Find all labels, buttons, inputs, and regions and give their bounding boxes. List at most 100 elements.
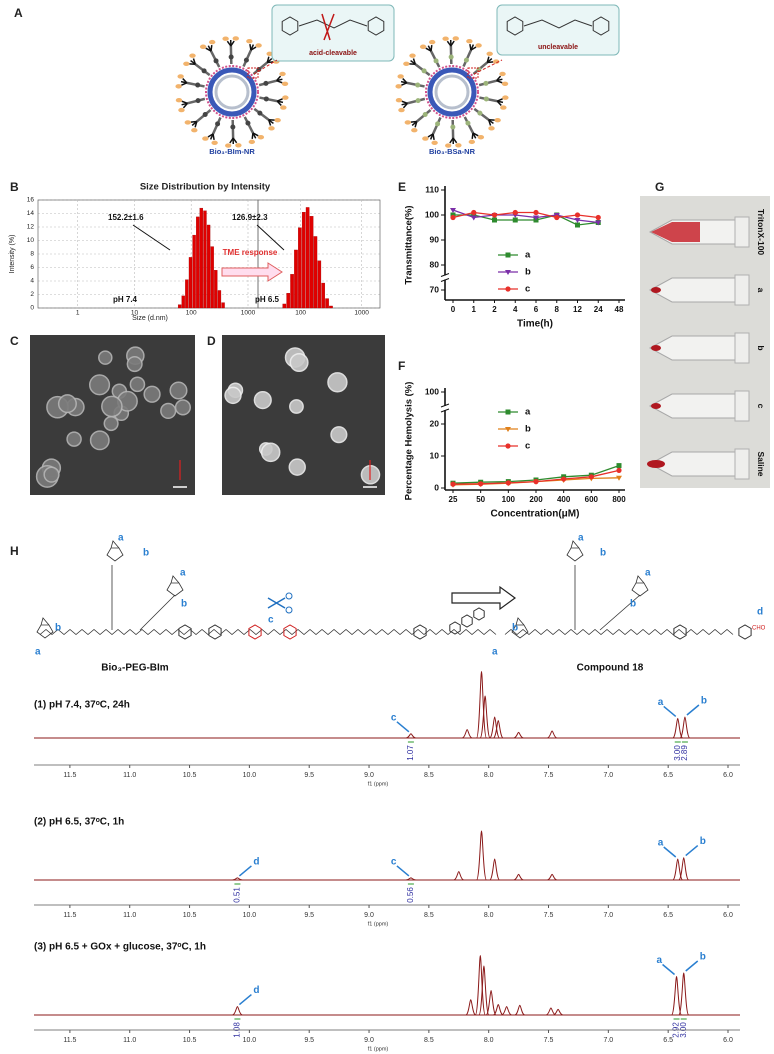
histogram-bar xyxy=(301,211,306,309)
y-tick-label: 8 xyxy=(30,251,34,258)
x-tick-label: 11.5 xyxy=(63,912,76,919)
x-tick-label: 6.5 xyxy=(663,772,673,779)
series-line xyxy=(453,214,599,226)
legend-label: b xyxy=(525,267,531,278)
histogram-bar xyxy=(309,216,314,309)
biotin xyxy=(246,39,253,44)
x-tick-label: 8.0 xyxy=(484,772,494,779)
biotin xyxy=(395,84,402,89)
core xyxy=(214,74,250,110)
x-tick-label: 100 xyxy=(186,310,197,317)
y-tick-label: 10 xyxy=(430,450,440,460)
biotin xyxy=(274,118,281,123)
cap xyxy=(734,216,750,248)
site-label: b xyxy=(143,548,149,559)
biotin xyxy=(178,107,185,113)
marker xyxy=(588,474,594,480)
x-tick-label: 25 xyxy=(449,495,458,504)
biotin xyxy=(475,43,482,48)
x-tick-label: 7.0 xyxy=(603,912,613,919)
ring xyxy=(449,621,461,635)
x-tick-label: 6.0 xyxy=(723,1037,733,1044)
x-tick-label: 8.5 xyxy=(424,912,434,919)
tem-particle xyxy=(126,355,143,373)
panel-label: C xyxy=(10,334,19,348)
linker xyxy=(421,68,427,74)
biotin xyxy=(398,107,405,113)
linker xyxy=(433,58,439,64)
biotin xyxy=(225,143,232,148)
nmr-peak xyxy=(546,730,558,739)
pointer xyxy=(256,224,285,251)
x-tick-label: 8.0 xyxy=(484,912,494,919)
nanoparticle xyxy=(395,4,620,148)
biotin xyxy=(257,135,265,140)
vial-label: TritonX-100 xyxy=(756,209,766,256)
biotin-ring xyxy=(106,540,124,562)
histogram-bar xyxy=(210,246,214,309)
x-tick-label: 9.5 xyxy=(304,772,314,779)
branch xyxy=(470,46,477,51)
linker xyxy=(477,110,483,116)
branch xyxy=(181,100,188,105)
tem-particle xyxy=(289,352,309,373)
site-label: b xyxy=(600,548,606,559)
panel-label: G xyxy=(655,180,664,194)
annotation-arrow xyxy=(396,865,410,877)
scissors xyxy=(321,13,335,41)
site-label: b xyxy=(181,599,187,610)
x-tick-label: 100 xyxy=(295,310,306,317)
series-line xyxy=(452,211,599,219)
biotin-ring xyxy=(36,617,54,639)
biotin xyxy=(280,105,287,110)
ring xyxy=(178,624,192,640)
tem-particle xyxy=(289,399,304,414)
nmr-peak xyxy=(485,989,497,1016)
x-tick-label: 10.5 xyxy=(183,772,197,779)
histogram-bar xyxy=(203,210,207,309)
ring xyxy=(283,624,297,640)
nmr-peak xyxy=(678,857,690,881)
axis-break xyxy=(440,278,450,282)
marker xyxy=(616,463,622,469)
panel-label: H xyxy=(10,544,19,558)
branch xyxy=(487,119,492,126)
marker xyxy=(533,479,539,485)
marker xyxy=(512,217,518,223)
axis-break-gap xyxy=(441,406,449,410)
biotin xyxy=(486,51,493,56)
scissors-handle xyxy=(285,592,293,600)
biotin xyxy=(268,126,275,131)
biotin xyxy=(202,136,209,141)
linker xyxy=(228,54,234,60)
reaction-arrow xyxy=(451,585,517,611)
x-tick-label: 12 xyxy=(573,305,582,314)
nmr-peak xyxy=(552,1008,564,1016)
y-tick-label: 0 xyxy=(30,305,34,312)
branch xyxy=(251,132,254,139)
x-axis-label: Concentration(μM) xyxy=(491,509,580,520)
marker xyxy=(450,208,456,213)
branch xyxy=(190,120,197,123)
panel-label: F xyxy=(398,359,405,373)
x-tick-label: 10 xyxy=(131,310,139,317)
marker xyxy=(471,209,477,216)
marker xyxy=(505,443,511,449)
branch xyxy=(207,133,214,138)
marker xyxy=(492,217,497,223)
y-tick-label: 90 xyxy=(430,234,440,244)
biotin xyxy=(500,105,507,110)
branch xyxy=(427,133,434,138)
tem-particle xyxy=(57,394,77,414)
site-label: a xyxy=(118,533,124,544)
biotin xyxy=(232,36,239,41)
tem-particle xyxy=(160,402,177,420)
x-tick-label: 48 xyxy=(615,305,624,314)
biotin-ring xyxy=(566,540,584,562)
histogram-bar xyxy=(290,274,294,309)
linker xyxy=(243,57,249,63)
structures xyxy=(36,540,752,640)
marker xyxy=(505,252,511,258)
biotin xyxy=(177,74,184,79)
